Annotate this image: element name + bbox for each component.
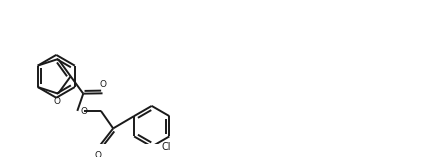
Text: O: O [94, 151, 101, 157]
Text: O: O [54, 97, 60, 106]
Text: Cl: Cl [162, 142, 171, 152]
Text: O: O [80, 107, 87, 116]
Text: O: O [100, 80, 107, 89]
